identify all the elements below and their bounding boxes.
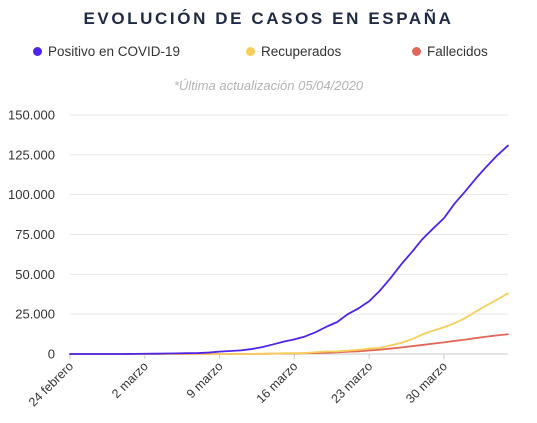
- legend-item-positivos[interactable]: Positivo en COVID-19: [33, 44, 180, 59]
- y-tick-label: 75.000: [15, 227, 55, 242]
- x-tick-label: 9 marzo: [184, 359, 226, 401]
- x-tick-label: 24 febrero: [26, 359, 76, 409]
- legend-label-positivos: Positivo en COVID-19: [48, 44, 181, 59]
- last-update-note: *Última actualización 05/04/2020: [173, 78, 364, 93]
- y-tick-label: 150.000: [8, 108, 55, 123]
- y-tick-label: 50.000: [15, 267, 55, 282]
- series-line-2: [69, 333, 509, 355]
- chart-legend: Positivo en COVID-19 Recuperados Falleci…: [0, 44, 537, 64]
- legend-label-recuperados: Recuperados: [261, 44, 342, 59]
- legend-item-fallecidos[interactable]: Fallecidos: [412, 44, 488, 59]
- x-tick-label: 16 marzo: [254, 359, 301, 406]
- y-tick-label: 100.000: [8, 187, 55, 202]
- series-line-0: [69, 144, 509, 355]
- y-tick-label: 125.000: [8, 147, 55, 162]
- series-line-1: [69, 292, 509, 355]
- legend-dot-icon: [33, 47, 42, 56]
- y-tick-label: 0: [48, 347, 55, 362]
- chart-title: EVOLUCIÓN DE CASOS EN ESPAÑA: [83, 9, 454, 28]
- x-tick-label: 2 marzo: [109, 359, 151, 401]
- y-tick-label: 25.000: [15, 307, 55, 322]
- legend-item-recuperados[interactable]: Recuperados: [246, 44, 341, 59]
- legend-label-fallecidos: Fallecidos: [427, 44, 488, 59]
- x-tick-label: 30 marzo: [403, 359, 450, 406]
- x-tick-label: 23 marzo: [328, 359, 375, 406]
- legend-dot-icon: [246, 47, 255, 56]
- legend-dot-icon: [412, 47, 421, 56]
